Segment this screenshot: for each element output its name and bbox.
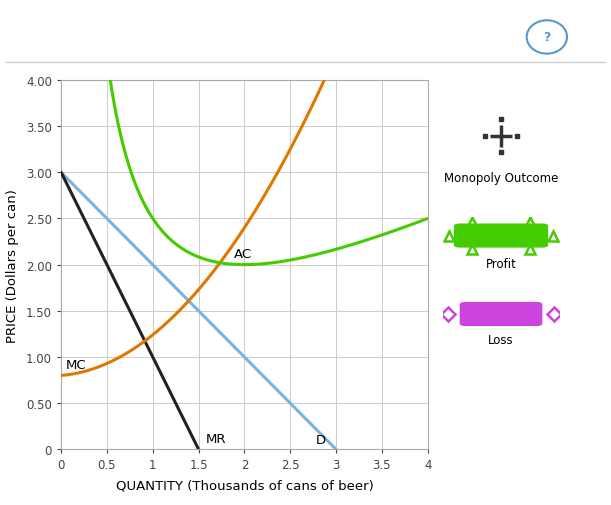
- Text: Monopoly Outcome: Monopoly Outcome: [444, 172, 558, 185]
- Text: MR: MR: [206, 432, 227, 445]
- FancyBboxPatch shape: [461, 303, 542, 326]
- Text: Profit: Profit: [486, 258, 516, 271]
- Text: AC: AC: [233, 248, 252, 261]
- FancyBboxPatch shape: [455, 225, 547, 247]
- Text: MC: MC: [66, 358, 86, 371]
- Y-axis label: PRICE (Dollars per can): PRICE (Dollars per can): [6, 188, 19, 342]
- Text: D: D: [316, 433, 326, 446]
- Text: ?: ?: [543, 31, 551, 44]
- Text: Loss: Loss: [488, 333, 514, 346]
- X-axis label: QUANTITY (Thousands of cans of beer): QUANTITY (Thousands of cans of beer): [115, 478, 373, 491]
